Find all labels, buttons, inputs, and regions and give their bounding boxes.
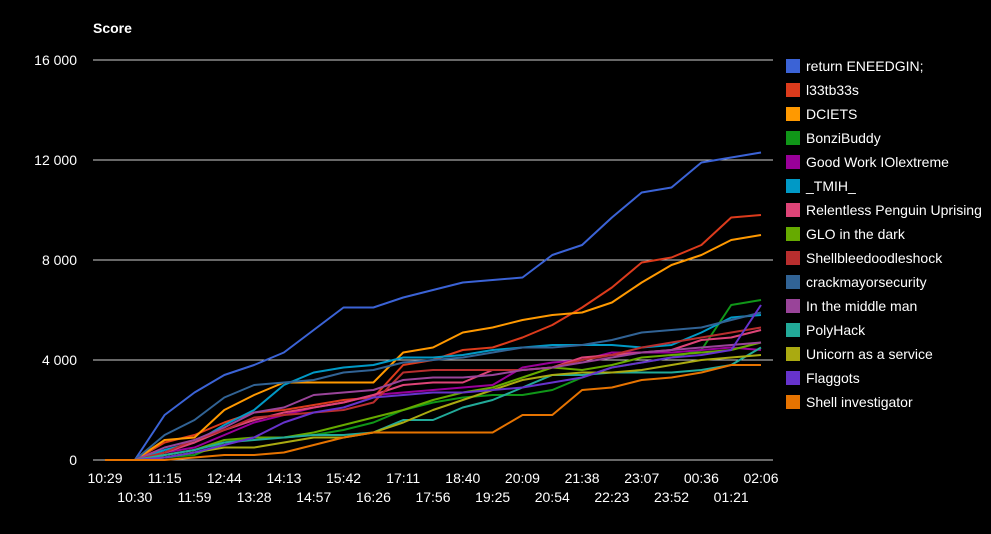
legend-item: Shellbleedoodleshock	[786, 250, 943, 266]
y-tick-label: 8 000	[42, 252, 77, 268]
series-line-7	[105, 341, 762, 461]
x-tick-label: 17:11	[386, 470, 420, 486]
legend-swatch	[786, 347, 800, 361]
series-line-10	[105, 341, 762, 461]
legend-item: In the middle man	[786, 298, 917, 314]
legend-item: crackmayorsecurity	[786, 274, 927, 290]
legend-swatch	[786, 107, 800, 121]
x-tick-label: 16:26	[356, 489, 391, 505]
series-line-0	[105, 151, 762, 461]
x-tick-label: 10:30	[117, 489, 152, 505]
legend-swatch	[786, 227, 800, 241]
legend-swatch	[786, 299, 800, 313]
legend-label: DCIETS	[806, 106, 857, 122]
y-tick-label: 16 000	[34, 52, 77, 68]
y-tick-label: 4 000	[42, 352, 77, 368]
legend-swatch	[786, 323, 800, 337]
legend-label: PolyHack	[806, 322, 866, 338]
x-tick-labels: 10:29 11:15 12:44 14:13 15:42 17:11 18:40 20:09…	[87, 470, 778, 505]
legend-item: Good Work IOlextreme	[786, 154, 949, 170]
y-axis-title: Score	[93, 20, 132, 36]
x-tick-label: 11:59	[177, 489, 211, 505]
legend-item: Shell investigator	[786, 394, 913, 410]
legend-label: BonziBuddy	[806, 130, 881, 146]
legend-item: l33tb33s	[786, 82, 859, 98]
legend-item: return ENEEDGIN;	[786, 58, 923, 74]
legend-label: return ENEEDGIN;	[806, 58, 923, 74]
x-tick-label: 20:09	[505, 470, 540, 486]
y-tick-label: 0	[69, 452, 77, 468]
x-tick-label: 15:42	[326, 470, 361, 486]
legend-item: Flaggots	[786, 370, 860, 386]
legend-item: Relentless Penguin Uprising	[786, 202, 982, 218]
x-tick-label: 23:07	[624, 470, 659, 486]
x-tick-label: 13:28	[237, 489, 272, 505]
legend-label: Shellbleedoodleshock	[806, 250, 943, 266]
x-tick-label: 01:21	[714, 489, 749, 505]
x-tick-label: 22:23	[594, 489, 629, 505]
x-tick-label: 10:29	[87, 470, 122, 486]
x-tick-label: 23:52	[654, 489, 689, 505]
legend-label: _TMIH_	[805, 178, 856, 194]
y-tick-labels: 0 4 000 8 000 12 000 16 000	[34, 52, 77, 468]
legend-swatch	[786, 251, 800, 265]
legend-label: In the middle man	[806, 298, 917, 314]
x-tick-label: 11:15	[148, 470, 182, 486]
legend-label: Unicorn as a service	[806, 346, 933, 362]
x-tick-label: 00:36	[684, 470, 719, 486]
legend-label: Shell investigator	[806, 394, 913, 410]
series-line-13	[105, 304, 762, 461]
legend-swatch	[786, 179, 800, 193]
legend-label: crackmayorsecurity	[806, 274, 927, 290]
x-tick-label: 17:56	[415, 489, 450, 505]
legend-label: Good Work IOlextreme	[806, 154, 949, 170]
legend-item: Unicorn as a service	[786, 346, 933, 362]
legend-swatch	[786, 371, 800, 385]
legend-swatch	[786, 275, 800, 289]
legend-item: _TMIH_	[786, 178, 856, 194]
series-line-9	[105, 311, 762, 461]
legend-swatch	[786, 395, 800, 409]
legend-swatch	[786, 83, 800, 97]
legend-item: GLO in the dark	[786, 226, 906, 242]
legend-label: Relentless Penguin Uprising	[806, 202, 982, 218]
x-tick-label: 21:38	[565, 470, 600, 486]
legend: return ENEEDGIN; l33tb33s DCIETS BonziBuddy…	[786, 58, 982, 410]
legend-swatch	[786, 155, 800, 169]
legend-label: l33tb33s	[806, 82, 859, 98]
legend-swatch	[786, 131, 800, 145]
x-tick-label: 19:25	[475, 489, 510, 505]
legend-item: BonziBuddy	[786, 130, 881, 146]
legend-item: DCIETS	[786, 106, 857, 122]
x-tick-label: 14:57	[296, 489, 331, 505]
x-tick-label: 12:44	[207, 470, 242, 486]
legend-label: Flaggots	[806, 370, 860, 386]
series-line-6	[105, 329, 762, 461]
series-line-2	[105, 234, 762, 461]
series-line-1	[105, 214, 762, 461]
y-tick-label: 12 000	[34, 152, 77, 168]
legend-swatch	[786, 203, 800, 217]
legend-swatch	[786, 59, 800, 73]
series-line-12	[105, 354, 762, 461]
x-tick-label: 18:40	[445, 470, 480, 486]
x-tick-label: 02:06	[743, 470, 778, 486]
series-line-11	[105, 346, 762, 461]
series-lines	[105, 151, 762, 461]
legend-label: GLO in the dark	[806, 226, 906, 242]
x-tick-label: 14:13	[266, 470, 301, 486]
series-line-14	[105, 364, 761, 461]
legend-item: PolyHack	[786, 322, 866, 338]
series-line-4	[105, 346, 762, 461]
series-line-8	[105, 326, 762, 461]
x-tick-label: 20:54	[535, 489, 570, 505]
